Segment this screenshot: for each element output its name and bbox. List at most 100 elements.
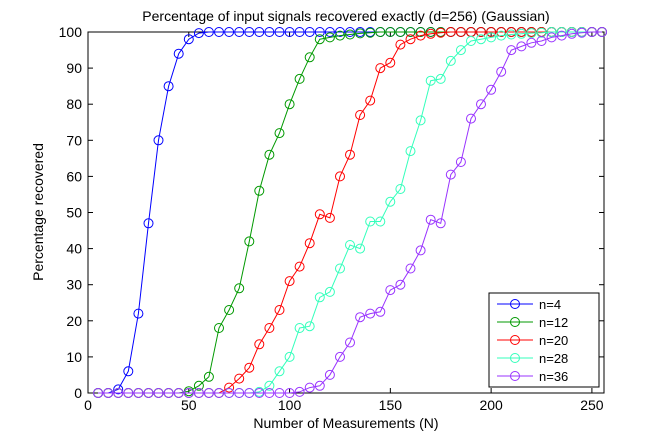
data-point-n-36 (445, 169, 456, 180)
data-point-n-36 (193, 388, 204, 398)
data-point-n-28 (516, 28, 527, 39)
data-point-n-36 (274, 388, 285, 398)
data-point-n-4 (163, 81, 174, 92)
y-tick-label: 30 (66, 277, 82, 293)
legend-label: n=4 (539, 297, 561, 312)
data-point-n-36 (375, 306, 386, 317)
data-point-n-20 (244, 362, 255, 373)
data-point-n-28 (506, 29, 517, 40)
legend-label: n=28 (539, 351, 568, 366)
data-point-n-36 (324, 369, 335, 380)
data-point-n-20 (314, 209, 325, 220)
data-point-n-4 (234, 27, 245, 37)
y-tick-label: 100 (59, 24, 83, 40)
data-point-n-20 (224, 382, 235, 393)
data-point-n-36 (385, 285, 396, 296)
data-point-n-20 (455, 27, 466, 37)
x-tick-label: 50 (181, 397, 197, 413)
data-point-n-36 (113, 388, 124, 398)
data-point-n-20 (304, 238, 315, 249)
legend-label: n=36 (539, 369, 568, 384)
data-point-n-12 (254, 185, 265, 196)
data-point-n-28 (455, 45, 466, 56)
data-point-n-28 (435, 73, 446, 84)
y-tick-label: 70 (66, 132, 82, 148)
data-point-n-12 (274, 128, 285, 139)
data-point-n-36 (415, 245, 426, 256)
data-point-n-20 (395, 39, 406, 50)
data-point-n-12 (355, 28, 366, 39)
data-point-n-20 (365, 95, 376, 106)
data-point-n-12 (365, 27, 376, 38)
data-point-n-20 (425, 28, 436, 39)
data-point-n-4 (203, 27, 214, 37)
data-point-n-28 (304, 321, 315, 332)
data-point-n-4 (193, 28, 204, 39)
data-point-n-20 (355, 110, 366, 120)
data-point-n-36 (405, 263, 416, 274)
data-point-n-28 (445, 55, 456, 66)
data-point-n-36 (234, 388, 245, 398)
axis-ticks: 0 50 100 150 200 250 0 10 20 30 40 50 60 70 80 90 100 (59, 24, 604, 413)
data-point-n-12 (244, 236, 255, 247)
data-point-n-4 (254, 27, 265, 37)
data-point-n-4 (294, 27, 305, 37)
data-point-n-4 (274, 27, 285, 37)
legend-box (488, 292, 600, 388)
data-point-n-20 (264, 323, 275, 333)
data-point-n-36 (576, 27, 587, 38)
data-point-n-28 (274, 366, 285, 377)
data-point-n-36 (516, 41, 527, 52)
data-point-n-28 (476, 34, 486, 45)
data-point-n-12 (335, 30, 345, 41)
data-point-n-36 (546, 32, 557, 43)
data-point-n-12 (224, 305, 235, 315)
data-point-n-20 (375, 63, 386, 74)
data-point-n-4 (324, 27, 335, 37)
data-point-n-20 (496, 27, 507, 37)
data-point-n-28 (385, 196, 396, 207)
data-point-n-4 (335, 27, 345, 37)
data-point-n-36 (496, 66, 507, 77)
data-point-n-12 (385, 27, 396, 37)
data-point-n-28 (335, 263, 345, 274)
data-point-n-4 (345, 27, 355, 37)
data-point-n-20 (476, 27, 486, 37)
series-line-n-36 (98, 31, 602, 394)
data-point-n-28 (375, 216, 386, 227)
data-point-n-36 (355, 312, 366, 323)
y-tick-label: 60 (66, 168, 82, 184)
data-point-n-28 (284, 351, 295, 362)
data-point-n-20 (284, 276, 295, 287)
data-point-n-36 (264, 388, 275, 398)
data-point-n-4 (133, 308, 144, 319)
data-point-n-12 (415, 27, 426, 37)
data-point-n-36 (163, 388, 174, 398)
y-tick-label: 50 (66, 205, 82, 221)
data-point-n-12 (375, 27, 386, 37)
y-tick-label: 90 (66, 60, 82, 76)
series-n-36 (93, 27, 607, 398)
data-point-n-36 (314, 380, 325, 391)
data-point-n-20 (274, 305, 285, 315)
data-point-n-28 (526, 28, 537, 39)
series-layer (93, 27, 607, 398)
data-point-n-36 (93, 388, 104, 398)
data-point-n-36 (536, 36, 547, 46)
data-point-n-28 (536, 27, 547, 38)
data-point-n-20 (345, 149, 355, 160)
data-point-n-36 (294, 386, 305, 397)
data-point-n-20 (415, 30, 426, 41)
data-point-n-20 (435, 27, 446, 38)
data-point-n-12 (284, 99, 295, 110)
data-point-n-36 (123, 388, 134, 398)
data-point-n-28 (324, 286, 335, 297)
data-point-n-12 (234, 283, 245, 294)
data-point-n-20 (506, 27, 517, 37)
data-point-n-36 (486, 84, 497, 95)
data-point-n-12 (294, 73, 305, 84)
data-point-n-36 (153, 388, 164, 398)
data-point-n-12 (214, 323, 224, 333)
data-point-n-4 (304, 27, 315, 37)
